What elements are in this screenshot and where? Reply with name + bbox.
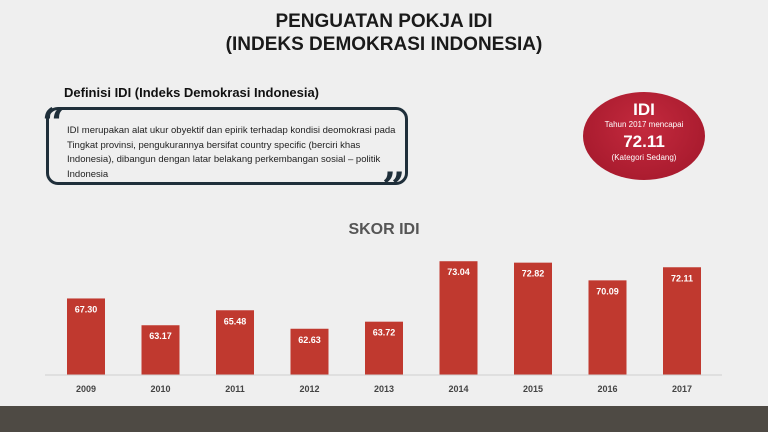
x-tick-label: 2013 — [374, 384, 394, 394]
title-line-2: (INDEKS DEMOKRASI INDONESIA) — [225, 34, 543, 55]
title-line-1: PENGUATAN POKJA IDI — [275, 11, 493, 32]
bar-value-label: 63.72 — [373, 328, 396, 338]
bar-value-label: 67.30 — [75, 304, 98, 314]
x-tick-label: 2010 — [150, 384, 170, 394]
x-tick-label: 2015 — [523, 384, 543, 394]
bar-2017 — [663, 267, 701, 375]
definition-box — [46, 107, 408, 185]
bar-2010 — [141, 325, 180, 375]
bar-value-label: 73.04 — [447, 267, 470, 277]
footer-bar — [0, 406, 768, 432]
chart-title: SKOR IDI — [348, 221, 420, 238]
bar-2013 — [365, 321, 403, 375]
definition-heading: Definisi IDI (Indeks Demokrasi Indonesia… — [64, 85, 320, 100]
bar-value-label: 70.09 — [596, 286, 619, 296]
badge-subtitle: Tahun 2017 mencapai — [604, 120, 684, 129]
page-title: PENGUATAN POKJA IDI (INDEKS DEMOKRASI IN… — [0, 10, 768, 56]
bar-chart: 67.30 2009 63.17 2010 65.48 2011 62.63 2012 63.7… — [45, 261, 722, 394]
x-tick-label: 2011 — [225, 384, 245, 394]
bar-value-label: 72.11 — [671, 273, 693, 283]
idi-badge: IDI Tahun 2017 mencapai 72.11 (Kategori … — [583, 92, 705, 180]
x-tick-label: 2014 — [448, 384, 468, 394]
definition-text: IDI merupakan alat ukur obyektif dan epi… — [67, 125, 396, 180]
badge-value: 72.11 — [623, 132, 665, 151]
bar-value-label: 63.17 — [149, 331, 172, 341]
bar-2012 — [290, 328, 329, 375]
close-quote-icon: ” — [382, 164, 406, 211]
x-tick-label: 2009 — [76, 384, 96, 394]
bar-value-label: 62.63 — [298, 335, 321, 345]
bar-2011 — [216, 310, 254, 375]
x-tick-label: 2012 — [299, 384, 319, 394]
bar-2015 — [514, 262, 552, 375]
bar-2016 — [588, 280, 627, 375]
badge-title: IDI — [633, 100, 655, 119]
x-tick-label: 2016 — [597, 384, 617, 394]
open-quote-icon: “ — [42, 100, 66, 147]
badge-category: (Kategori Sedang) — [611, 153, 677, 162]
bar-2009 — [67, 298, 105, 375]
x-tick-label: 2017 — [672, 384, 692, 394]
bar-value-label: 65.48 — [224, 316, 247, 326]
bar-2014 — [439, 261, 478, 375]
bar-value-label: 72.82 — [522, 269, 545, 279]
